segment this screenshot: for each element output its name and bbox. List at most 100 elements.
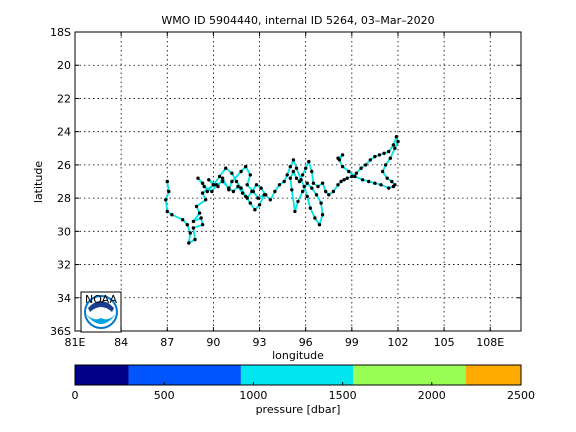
- track-point: [350, 174, 354, 179]
- track-point: [256, 196, 260, 200]
- track-point: [385, 176, 389, 180]
- track-point: [367, 179, 371, 184]
- track-point: [304, 166, 308, 170]
- colorbar-label: pressure [dbar]: [256, 403, 341, 416]
- x-tick-label: 81E: [65, 336, 86, 349]
- track-point: [388, 156, 392, 160]
- track-point: [288, 176, 292, 180]
- track-point: [297, 179, 302, 184]
- logo-text: NOAA: [85, 293, 118, 306]
- axis-ticks: 81E 84 87 90 93 96 99 102 105 108E 18S 20 22 24 26 28 30…: [50, 26, 521, 349]
- track-point: [294, 166, 299, 170]
- track-point: [164, 198, 168, 202]
- track-point: [387, 186, 391, 190]
- track-point: [345, 176, 349, 180]
- x-tick-label: 90: [206, 336, 220, 349]
- track-point: [308, 206, 312, 210]
- track-point: [199, 216, 203, 220]
- track-point: [264, 193, 268, 197]
- track-point: [214, 183, 219, 187]
- pressure-colorbar: 0 500 1000 1500 2000 2500: [72, 364, 535, 402]
- y-tick-label: 18S: [50, 26, 71, 39]
- float-track: [164, 135, 400, 245]
- track-point: [314, 193, 319, 197]
- track-point: [307, 159, 311, 164]
- x-axis-label: longitude: [272, 349, 324, 362]
- colorbar-tick-label: 2000: [418, 389, 446, 402]
- track-point: [300, 189, 305, 194]
- track-point: [319, 201, 323, 205]
- x-tick-label: 108E: [476, 336, 504, 349]
- colorbar-tick-label: 1500: [329, 389, 357, 402]
- track-point: [327, 193, 331, 197]
- track-point: [368, 158, 372, 162]
- track-point: [347, 169, 351, 174]
- x-tick-label: 102: [387, 336, 408, 349]
- track-point: [240, 191, 245, 195]
- colorbar-band: [128, 365, 241, 385]
- track-point: [202, 184, 206, 189]
- track-point: [311, 181, 316, 185]
- track-point: [300, 173, 305, 177]
- x-tick-label: 84: [114, 336, 128, 349]
- track-point: [227, 186, 231, 190]
- track-point: [391, 184, 396, 189]
- track-point: [224, 166, 228, 170]
- track-point: [257, 203, 262, 207]
- track-point: [191, 219, 196, 224]
- track-point: [231, 189, 236, 194]
- track-point: [360, 178, 365, 182]
- track-point: [377, 153, 382, 157]
- track-point: [165, 179, 169, 184]
- track-point: [167, 189, 171, 194]
- plot-axes: 81E 84 87 90 93 96 99 102 105 108E 18S 20 22 24 26 28 30…: [50, 26, 522, 349]
- x-tick-label: 99: [345, 336, 359, 349]
- y-axis-label: latitude: [32, 161, 45, 203]
- colorbar-tick-label: 0: [72, 389, 79, 402]
- track-point: [310, 186, 314, 190]
- colorbar-tick-label: 500: [154, 389, 175, 402]
- track-point: [373, 181, 377, 185]
- track-point: [259, 186, 263, 190]
- track-point: [384, 163, 388, 167]
- track-point: [245, 183, 249, 187]
- track-point: [391, 143, 396, 147]
- y-tick-label: 32: [57, 259, 71, 272]
- track-point: [207, 178, 211, 182]
- track-point: [211, 183, 216, 187]
- track-point: [196, 176, 200, 180]
- colorbar-tick-label: 2500: [507, 389, 535, 402]
- x-tick-label: 96: [299, 336, 313, 349]
- track-point: [364, 163, 368, 167]
- track-point: [165, 209, 169, 214]
- track-point: [393, 146, 397, 150]
- colorbar-band: [240, 365, 354, 385]
- x-tick-label: 105: [434, 336, 455, 349]
- track-point: [288, 164, 292, 169]
- track-point: [320, 213, 325, 217]
- track-point: [273, 189, 277, 194]
- track-point: [248, 201, 252, 205]
- track-point: [310, 169, 314, 174]
- y-tick-label: 24: [57, 126, 71, 139]
- y-tick-label: 20: [57, 59, 71, 72]
- track-point: [170, 213, 174, 217]
- track-point: [387, 149, 391, 154]
- track-point: [342, 178, 346, 182]
- track-point: [354, 171, 359, 175]
- track-point: [293, 209, 297, 214]
- track-point: [204, 198, 208, 202]
- track-point: [305, 194, 309, 199]
- track-point: [197, 211, 202, 215]
- track-point: [230, 171, 234, 175]
- track-point: [191, 226, 196, 230]
- track-point: [380, 169, 385, 174]
- track-point: [336, 183, 340, 187]
- y-tick-label: 34: [57, 292, 71, 305]
- track-point: [250, 189, 254, 194]
- track-point: [236, 184, 240, 189]
- track-point: [185, 223, 189, 227]
- track-point: [317, 223, 322, 227]
- track-point: [194, 204, 199, 209]
- track-point: [320, 181, 325, 185]
